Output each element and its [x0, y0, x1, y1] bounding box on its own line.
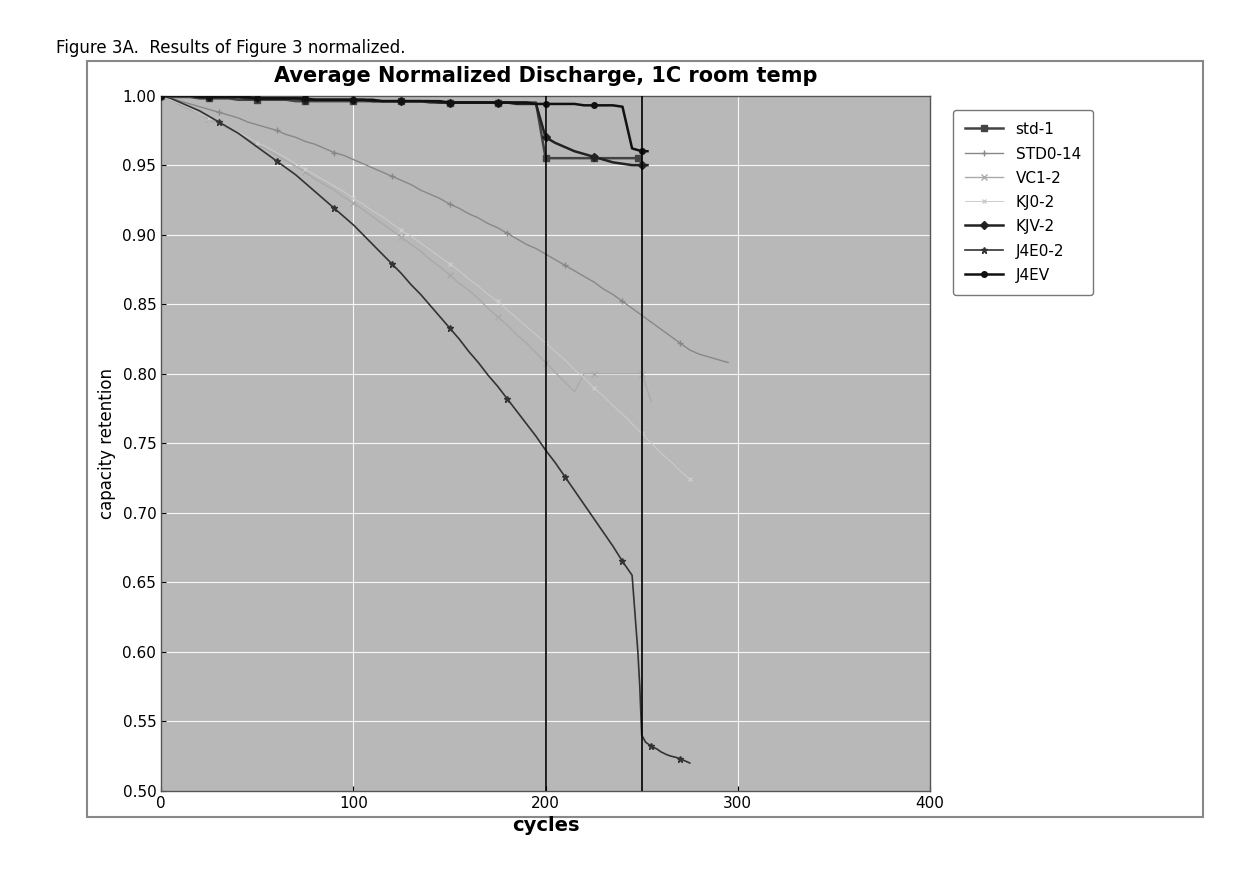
J4E0-2: [308, 186, 322, 196]
KJ0-2: [682, 474, 697, 485]
std-1: [471, 97, 486, 108]
STD0-14: [298, 136, 312, 147]
Legend: std-1, STD0-14, VC1-2, KJ0-2, KJV-2, J4E0-2, J4EV: std-1, STD0-14, VC1-2, KJ0-2, KJV-2, J4E…: [954, 110, 1094, 295]
KJ0-2: [558, 355, 573, 365]
J4E0-2: [672, 753, 687, 764]
VC1-2: [605, 368, 620, 379]
std-1: [595, 153, 610, 163]
J4EV: [192, 92, 207, 103]
KJV-2: [384, 96, 399, 106]
J4E0-2: [269, 156, 284, 166]
Line: J4E0-2: J4E0-2: [157, 92, 693, 766]
J4E0-2: [154, 90, 169, 101]
STD0-14: [317, 143, 332, 154]
KJV-2: [625, 160, 640, 170]
std-1: [154, 90, 169, 101]
J4EV: [154, 90, 169, 101]
X-axis label: cycles: cycles: [512, 816, 579, 835]
STD0-14: [720, 357, 735, 368]
Title: Average Normalized Discharge, 1C room temp: Average Normalized Discharge, 1C room te…: [274, 66, 817, 86]
J4EV: [384, 96, 399, 106]
std-1: [288, 96, 304, 106]
Line: std-1: std-1: [159, 93, 645, 168]
Line: VC1-2: VC1-2: [157, 92, 655, 405]
STD0-14: [510, 234, 525, 244]
J4EV: [605, 100, 620, 110]
KJ0-2: [164, 95, 179, 105]
Line: STD0-14: STD0-14: [157, 92, 732, 366]
Y-axis label: capacity retention: capacity retention: [98, 368, 115, 519]
J4E0-2: [639, 737, 653, 747]
KJV-2: [640, 160, 655, 170]
Line: KJV-2: KJV-2: [159, 93, 650, 168]
J4EV: [635, 146, 650, 156]
STD0-14: [250, 120, 265, 130]
Line: KJ0-2: KJ0-2: [159, 94, 692, 481]
J4E0-2: [202, 111, 217, 122]
J4E0-2: [510, 406, 525, 416]
Line: J4EV: J4EV: [159, 93, 650, 154]
KJ0-2: [500, 304, 515, 315]
std-1: [635, 160, 650, 170]
KJ0-2: [346, 193, 361, 203]
KJV-2: [154, 90, 169, 101]
J4EV: [640, 146, 655, 156]
VC1-2: [327, 185, 342, 196]
Text: Figure 3A.  Results of Figure 3 normalized.: Figure 3A. Results of Figure 3 normalize…: [56, 39, 405, 57]
std-1: [441, 97, 456, 108]
STD0-14: [154, 90, 169, 101]
KJV-2: [192, 92, 207, 103]
KJ0-2: [451, 266, 466, 276]
VC1-2: [471, 294, 486, 304]
std-1: [538, 153, 553, 163]
KJV-2: [327, 95, 342, 105]
VC1-2: [644, 396, 658, 407]
std-1: [451, 97, 466, 108]
J4EV: [471, 97, 486, 108]
KJV-2: [605, 157, 620, 168]
VC1-2: [192, 109, 207, 119]
STD0-14: [336, 150, 351, 161]
VC1-2: [451, 278, 466, 289]
KJ0-2: [154, 90, 169, 101]
STD0-14: [346, 155, 361, 165]
KJV-2: [451, 97, 466, 108]
VC1-2: [384, 225, 399, 235]
KJV-2: [471, 97, 486, 108]
KJ0-2: [481, 289, 496, 300]
VC1-2: [154, 90, 169, 101]
J4EV: [451, 97, 466, 108]
J4EV: [327, 95, 342, 105]
J4E0-2: [682, 758, 697, 768]
